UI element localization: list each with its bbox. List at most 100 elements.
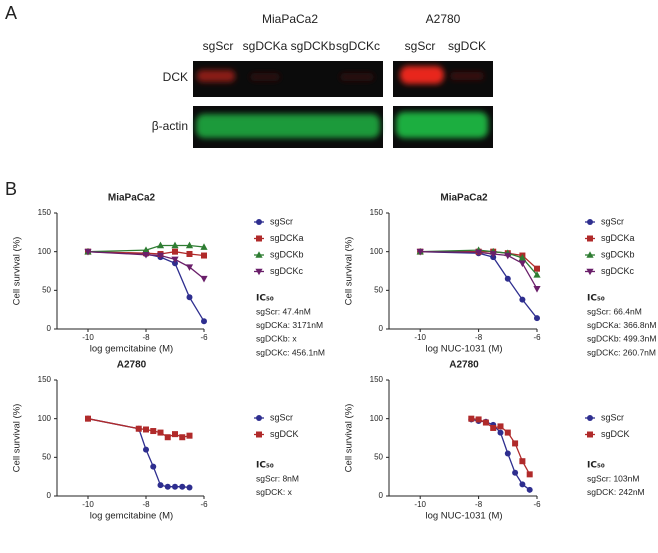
legend-label: sgDCKc bbox=[601, 266, 635, 276]
cell-line-label: MiaPaCa2 bbox=[262, 12, 318, 26]
marker bbox=[526, 486, 533, 493]
marker bbox=[519, 481, 526, 488]
marker bbox=[157, 482, 164, 489]
legend-label: sgDCKa bbox=[601, 233, 635, 243]
marker bbox=[185, 241, 194, 249]
marker bbox=[150, 428, 157, 435]
chart-title: MiaPaCa2 bbox=[440, 193, 488, 204]
marker bbox=[534, 265, 540, 272]
x-tick-label: -6 bbox=[533, 500, 541, 509]
x-tick-label: -8 bbox=[475, 500, 483, 509]
ic50-line: sgDCKb: 499.3nM bbox=[587, 334, 656, 344]
ic50-line: sgScr: 8nM bbox=[256, 473, 299, 483]
marker bbox=[156, 252, 165, 260]
marker bbox=[497, 423, 504, 430]
y-tick-label: 100 bbox=[38, 247, 52, 256]
marker bbox=[171, 256, 179, 264]
marker bbox=[150, 463, 157, 470]
x-tick-label: -8 bbox=[142, 333, 150, 342]
marker bbox=[186, 294, 193, 301]
legend-label: sgDCKc bbox=[270, 266, 304, 276]
marker bbox=[164, 483, 171, 490]
marker bbox=[504, 450, 511, 457]
marker bbox=[142, 246, 150, 253]
chart-title: A2780 bbox=[117, 360, 147, 371]
x-tick-label: -10 bbox=[82, 500, 94, 509]
ic50-line: sgDCKa: 3171nM bbox=[256, 320, 323, 330]
marker bbox=[142, 251, 150, 259]
marker bbox=[201, 252, 207, 259]
x-tick-label: -6 bbox=[533, 333, 541, 342]
legend-label: sgScr bbox=[270, 216, 293, 226]
marker bbox=[179, 483, 186, 490]
marker bbox=[172, 248, 178, 255]
marker bbox=[526, 471, 533, 478]
marker bbox=[504, 252, 512, 260]
x-tick-label: -6 bbox=[200, 500, 208, 509]
lane-label: sgScr bbox=[405, 39, 436, 53]
marker bbox=[143, 426, 149, 433]
marker bbox=[490, 424, 497, 431]
x-tick-label: -10 bbox=[414, 500, 426, 509]
y-tick-label: 50 bbox=[42, 285, 51, 294]
y-tick-label: 150 bbox=[370, 375, 384, 384]
row-label: β-actin bbox=[152, 119, 188, 133]
marker bbox=[533, 271, 541, 278]
marker bbox=[416, 248, 424, 256]
y-tick-label: 150 bbox=[38, 375, 52, 384]
marker bbox=[468, 415, 475, 422]
panel-label: B bbox=[5, 179, 17, 199]
marker bbox=[143, 446, 149, 453]
ic50-line: sgDCKa: 366.8nM bbox=[587, 320, 656, 330]
y-tick-label: 0 bbox=[47, 491, 52, 500]
chart-title: A2780 bbox=[449, 360, 479, 371]
blot bbox=[193, 61, 493, 148]
x-tick-label: -10 bbox=[414, 333, 426, 342]
legend-label: sgDCKa bbox=[270, 233, 304, 243]
ic50-title: IC₅₀ bbox=[256, 461, 274, 471]
marker bbox=[482, 419, 489, 426]
lane-label: sgDCKa bbox=[243, 39, 288, 53]
marker bbox=[200, 275, 208, 283]
marker bbox=[186, 432, 193, 439]
ic50-line: sgDCKc: 260.7nM bbox=[587, 347, 656, 357]
marker bbox=[179, 434, 186, 441]
series-line bbox=[87, 244, 205, 253]
marker bbox=[85, 415, 91, 422]
marker bbox=[489, 251, 497, 258]
panel-label: A bbox=[5, 3, 17, 23]
x-axis-label: log NUC-1031 (M) bbox=[425, 344, 502, 355]
marker bbox=[84, 248, 92, 256]
marker bbox=[185, 264, 194, 271]
y-tick-label: 0 bbox=[379, 324, 384, 333]
series-line bbox=[420, 251, 538, 290]
y-tick-label: 100 bbox=[38, 414, 52, 423]
y-tick-label: 50 bbox=[42, 452, 51, 461]
marker bbox=[475, 416, 482, 423]
ic50-title: IC₅₀ bbox=[587, 461, 605, 471]
y-tick-label: 0 bbox=[379, 491, 384, 500]
ic50-line: sgScr: 66.4nM bbox=[587, 306, 642, 316]
marker bbox=[518, 254, 526, 261]
marker bbox=[135, 425, 142, 432]
marker bbox=[518, 260, 526, 268]
legend-label: sgDCK bbox=[601, 429, 630, 439]
legend-label: sgScr bbox=[601, 412, 624, 422]
ic50-line: sgScr: 103nM bbox=[587, 473, 639, 483]
y-tick-label: 50 bbox=[374, 452, 383, 461]
marker bbox=[164, 434, 171, 441]
x-tick-label: -8 bbox=[475, 333, 483, 342]
marker bbox=[519, 458, 526, 465]
legend-label: sgDCKb bbox=[270, 249, 304, 259]
marker bbox=[201, 318, 207, 325]
marker bbox=[200, 243, 208, 250]
legend-label: sgScr bbox=[270, 412, 293, 422]
ic50-line: sgScr: 47.4nM bbox=[256, 306, 311, 316]
y-tick-label: 150 bbox=[38, 208, 52, 217]
y-axis-label: Cell survival (%) bbox=[344, 404, 355, 473]
marker bbox=[156, 241, 165, 249]
lane-label: sgScr bbox=[203, 39, 234, 53]
series-line bbox=[420, 251, 538, 319]
marker bbox=[172, 260, 178, 267]
